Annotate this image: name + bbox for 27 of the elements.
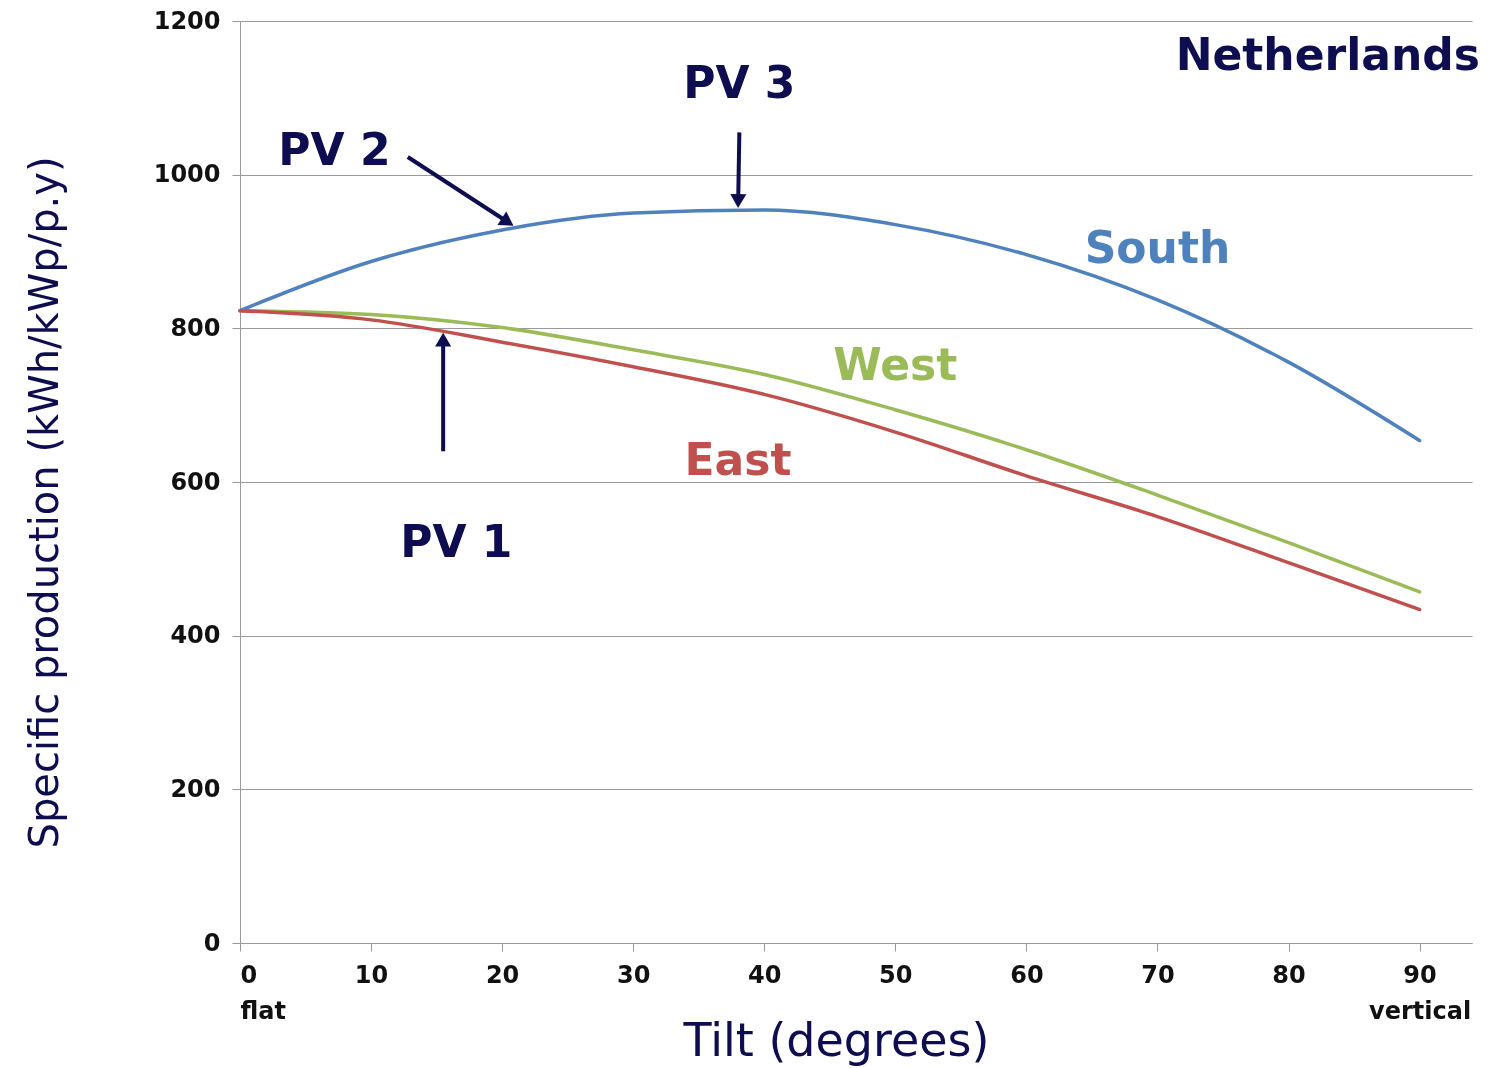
x-axis-title: Tilt (degrees) — [682, 1012, 990, 1067]
y-axis-title: Specific production (kWh/kWp/p.y) — [20, 156, 67, 849]
x-tick-label: 30 — [616, 960, 651, 989]
y-tick-label: 600 — [170, 467, 221, 496]
x-tick-label: 90 vertical — [1369, 960, 1472, 1025]
x-tick-label: 0 flat — [240, 960, 286, 1025]
y-tick-label: 1200 — [153, 6, 221, 35]
x-tick-label: 60 — [1010, 960, 1044, 989]
annotation: PV 2 — [278, 123, 391, 175]
x-tick-label: 70 — [1141, 960, 1175, 989]
series-label: South — [1084, 221, 1231, 273]
y-tick-label: 0 — [203, 928, 221, 957]
series-label: East — [684, 434, 792, 486]
series-label: West — [833, 338, 958, 390]
x-tick-label: 80 — [1272, 960, 1306, 989]
y-tick-label: 1000 — [153, 160, 221, 189]
y-tick-label: 200 — [170, 774, 221, 803]
annotation: PV 1 — [400, 516, 513, 568]
annotation: PV 3 — [683, 56, 796, 108]
line-series — [238, 208, 1422, 443]
x-tick-label: 40 — [748, 960, 782, 989]
x-tick-label: 50 — [879, 960, 913, 989]
y-tick-label: 400 — [170, 621, 221, 650]
x-tick-label: 10 — [354, 960, 389, 989]
annotation: Netherlands — [1175, 29, 1480, 80]
x-tick-label: 20 — [485, 960, 520, 989]
y-tick-label: 800 — [170, 313, 221, 342]
